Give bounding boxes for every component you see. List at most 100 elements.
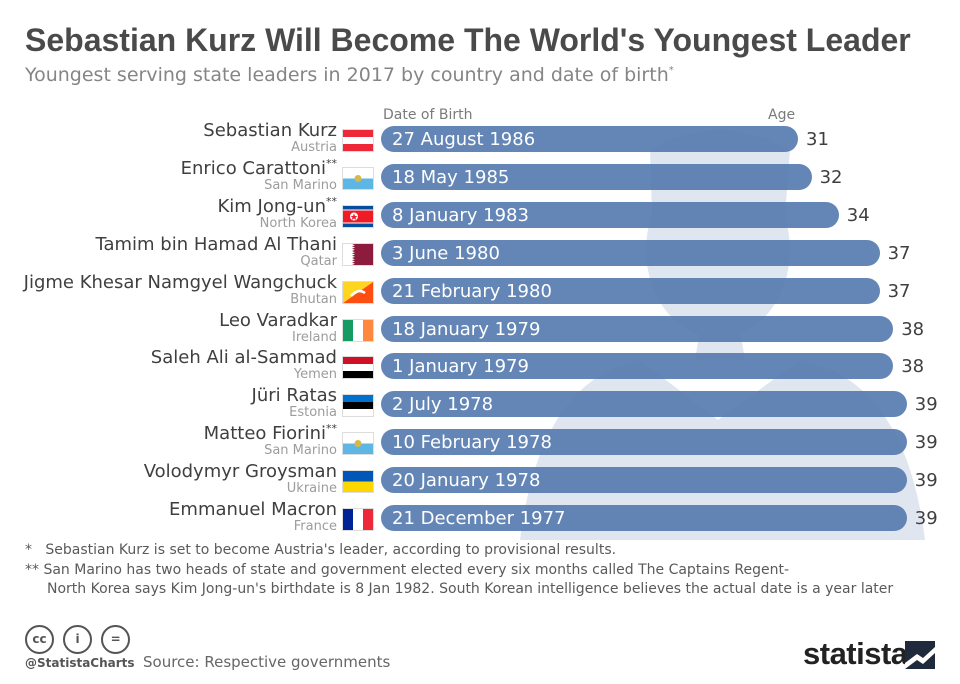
age-value: 39 xyxy=(914,394,938,416)
footnote-2: ** San Marino has two heads of state and… xyxy=(25,562,789,578)
leader-name: Leo Varadkar xyxy=(219,310,337,331)
leader-country: Qatar xyxy=(300,253,337,269)
leader-name: Kim Jong-un** xyxy=(217,194,337,217)
subtitle-text: Youngest serving state leaders in 2017 b… xyxy=(25,64,669,86)
leader-row: Jüri Ratas Estonia 2 July 1978 39 xyxy=(0,384,960,422)
austria-flag-icon xyxy=(343,130,373,151)
leader-footnote-mark: ** xyxy=(326,422,337,436)
age-bar xyxy=(381,315,894,342)
leader-name: Matteo Fiorini** xyxy=(203,422,337,445)
date-of-birth-label: 1 January 1979 xyxy=(392,356,529,378)
leader-country: Estonia xyxy=(289,405,337,421)
date-of-birth-label: 3 June 1980 xyxy=(392,242,500,264)
age-bar xyxy=(381,391,907,418)
leader-name: Jüri Ratas xyxy=(252,385,337,406)
age-value: 39 xyxy=(914,508,938,529)
leader-row: Jigme Khesar Namgyel Wangchuck Bhutan 21 F… xyxy=(0,271,960,309)
leader-row: Saleh Ali al-Sammad Yemen 1 January 1979 38 xyxy=(0,346,960,384)
age-bar xyxy=(381,201,839,228)
age-value: 32 xyxy=(819,166,843,188)
statista-logo-icon xyxy=(905,641,935,669)
leader-name: Volodymyr Groysman xyxy=(144,461,337,482)
leader-row: Kim Jong-un** North Korea 8 January 1983 34 xyxy=(0,195,960,233)
ukraine-flag-icon xyxy=(343,471,373,493)
france-flag-icon xyxy=(343,509,373,530)
statista-handle: @StatistaCharts xyxy=(25,656,135,670)
leader-name-text: Matteo Fiorini xyxy=(203,423,326,445)
leader-name: Enrico Carattoni** xyxy=(180,156,337,179)
leader-country: Austria xyxy=(291,140,337,155)
footnote-1-mark: * xyxy=(25,542,32,558)
leader-name: Jigme Khesar Namgyel Wangchuck xyxy=(24,272,337,293)
leader-name-text: Volodymyr Groysman xyxy=(143,461,337,483)
age-bar xyxy=(381,239,880,266)
creative-commons-icon: cc xyxy=(25,625,54,654)
leader-row: Emmanuel Macron France 21 December 1977 39 xyxy=(0,498,960,536)
leader-name-text: Saleh Ali al-Sammad xyxy=(150,347,337,369)
subtitle-footnote-mark: * xyxy=(668,65,674,76)
date-of-birth-label: 21 December 1977 xyxy=(392,508,566,529)
leader-country: France xyxy=(293,519,337,534)
leader-name: Sebastian Kurz xyxy=(203,120,337,141)
leader-country: Ukraine xyxy=(286,481,337,497)
leader-row: Leo Varadkar Ireland 18 January 1979 38 xyxy=(0,309,960,347)
leader-row: Tamim bin Hamad Al Thani Qatar 3 June 1980… xyxy=(0,233,960,271)
leader-footnote-mark: ** xyxy=(326,156,337,170)
age-header: Age xyxy=(768,107,796,123)
leader-footnote-mark: ** xyxy=(326,194,337,208)
chart-subtitle: Youngest serving state leaders in 2017 b… xyxy=(25,64,674,86)
leader-name: Saleh Ali al-Sammad xyxy=(151,347,337,368)
leader-country: San Marino xyxy=(264,443,337,459)
age-value: 39 xyxy=(914,470,938,492)
age-bar xyxy=(381,353,894,380)
date-of-birth-label: 27 August 1986 xyxy=(392,129,536,150)
estonia-flag-icon xyxy=(343,395,373,417)
footnote-2-text: San Marino has two heads of state and go… xyxy=(43,562,790,578)
attribution-icon: i xyxy=(63,625,93,654)
leader-name-text: Enrico Carattoni xyxy=(180,157,326,179)
age-bar xyxy=(381,505,907,531)
leader-country: Bhutan xyxy=(290,291,337,307)
age-value: 38 xyxy=(901,318,925,340)
san-marino-flag-icon xyxy=(343,433,373,455)
ireland-flag-icon xyxy=(343,319,373,341)
chart-title: Sebastian Kurz Will Become The World's Y… xyxy=(25,22,911,58)
leader-name-text: Leo Varadkar xyxy=(219,309,337,331)
leader-name-text: Jigme Khesar Namgyel Wangchuck xyxy=(23,271,337,293)
date-of-birth-label: 18 May 1985 xyxy=(392,166,510,188)
leader-row: Enrico Carattoni** San Marino 18 May 1985 3… xyxy=(0,157,960,195)
leader-row: Volodymyr Groysman Ukraine 20 January 1978… xyxy=(0,460,960,498)
qatar-flag-icon xyxy=(343,243,373,265)
date-of-birth-label: 18 January 1979 xyxy=(392,318,541,340)
source-text: Source: Respective governments xyxy=(143,653,391,671)
age-bar xyxy=(381,467,907,494)
age-bar xyxy=(381,126,798,152)
leader-country: North Korea xyxy=(259,215,337,231)
date-of-birth-label: 20 January 1978 xyxy=(392,470,541,492)
leader-country: San Marino xyxy=(264,177,337,193)
age-value: 31 xyxy=(806,129,829,150)
date-of-birth-label: 21 February 1980 xyxy=(392,280,552,302)
north-korea-flag-icon xyxy=(343,205,373,227)
age-bar xyxy=(381,429,907,456)
footnote-1-text: Sebastian Kurz is set to become Austria'… xyxy=(45,542,617,558)
date-of-birth-header: Date of Birth xyxy=(383,107,473,123)
leader-name-text: Jüri Ratas xyxy=(251,385,337,407)
no-derivatives-icon: = xyxy=(101,625,131,654)
statista-logo: statista xyxy=(803,636,908,671)
date-of-birth-label: 10 February 1978 xyxy=(392,432,552,454)
leader-row: Sebastian Kurz Austria 27 August 1986 31 xyxy=(0,119,960,157)
footnote-3: North Korea says Kim Jong-un's birthdate… xyxy=(47,581,894,597)
date-of-birth-label: 2 July 1978 xyxy=(392,394,494,416)
footnote-1: * Sebastian Kurz is set to become Austri… xyxy=(25,542,616,558)
leader-name-text: Sebastian Kurz xyxy=(203,120,337,141)
yemen-flag-icon xyxy=(343,357,373,379)
age-value: 34 xyxy=(846,204,870,226)
footnote-2-mark: ** xyxy=(25,562,39,578)
age-bar xyxy=(381,277,880,304)
age-value: 37 xyxy=(887,242,911,264)
san-marino-flag-icon xyxy=(343,167,373,189)
leader-name: Emmanuel Macron xyxy=(169,499,337,520)
leader-country: Yemen xyxy=(293,367,337,383)
leader-name-text: Tamim bin Hamad Al Thani xyxy=(95,233,337,255)
